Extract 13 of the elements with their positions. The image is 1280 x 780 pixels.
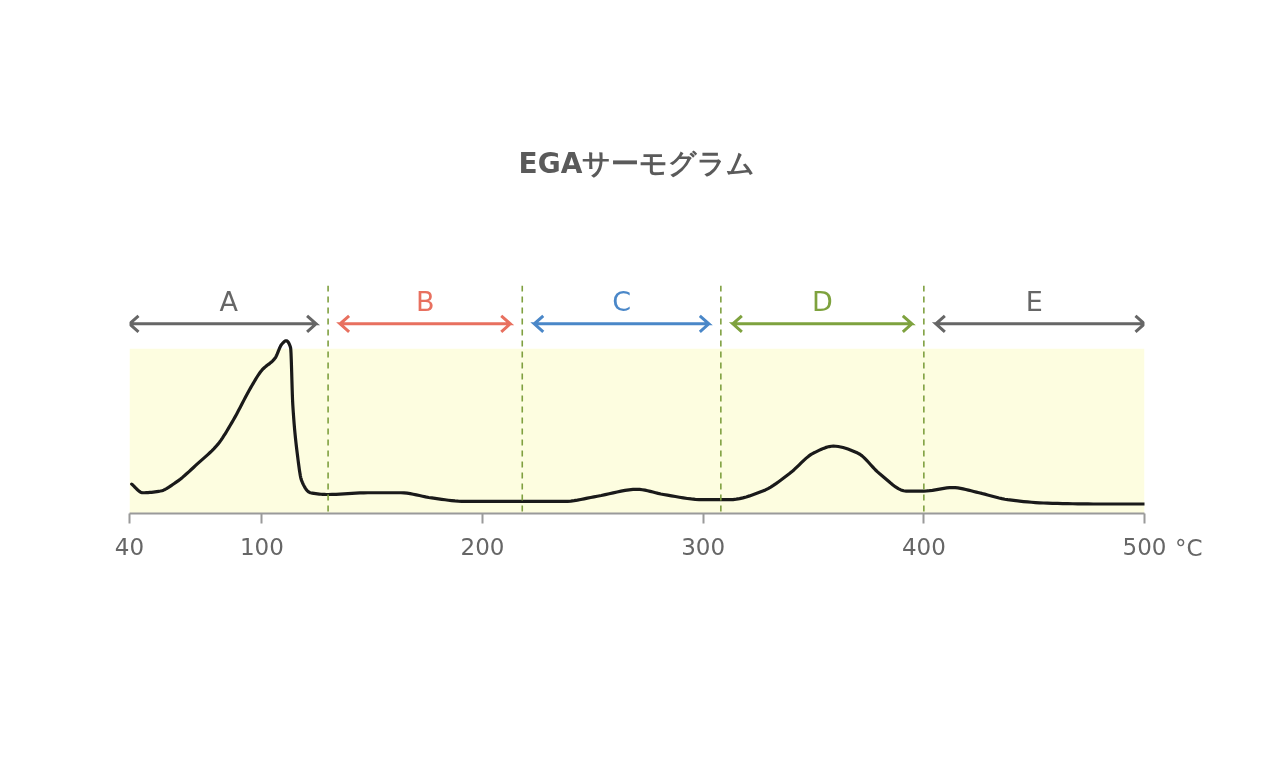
x-tick-label: 100 (239, 533, 284, 560)
band-label: E (1025, 285, 1043, 317)
band-label: B (415, 285, 435, 317)
x-tick-label: 400 (901, 533, 946, 560)
chart-title: EGAサーモグラム (518, 146, 756, 180)
band-label: D (811, 285, 833, 317)
x-tick-label: 200 (460, 533, 505, 560)
band-label: A (219, 285, 239, 317)
x-tick-label: 40 (114, 533, 145, 560)
x-tick-label: 300 (681, 533, 726, 560)
band-label: C (612, 285, 631, 317)
x-axis-title: °C (1174, 534, 1203, 561)
x-tick-label: 500 (1122, 533, 1167, 560)
